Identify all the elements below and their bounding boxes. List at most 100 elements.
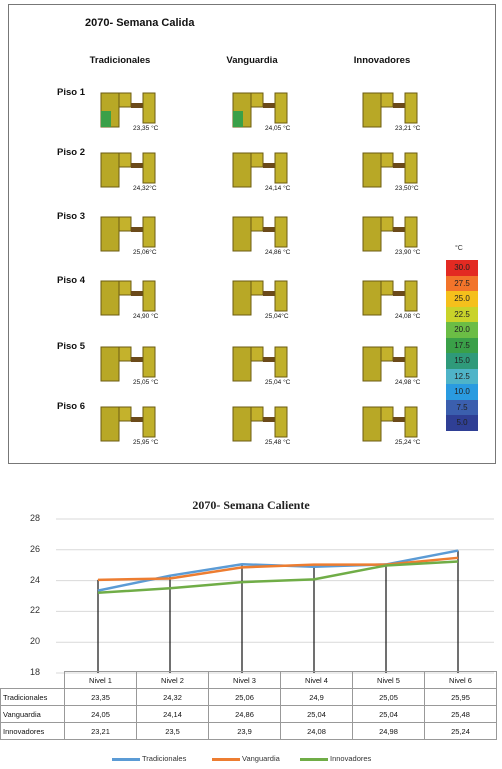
temperature-label: 23,35 °C (133, 125, 159, 132)
series-line-tradicionales (97, 549, 459, 592)
chart-title: 2070- Semana Caliente (192, 498, 310, 512)
colorbar-cell: 22.5 (446, 306, 478, 322)
colorbar-cell: 7.5 (446, 399, 478, 415)
temperature-label: 25,04°C (265, 313, 289, 320)
floor-plan-heatmap (355, 151, 455, 195)
category-label: Nivel 6 (424, 671, 497, 689)
column-header-vanguardia: Vanguardia (226, 55, 278, 66)
floor-plan-heatmap (225, 91, 325, 135)
temperature-label: 23,50°C (395, 185, 419, 192)
temperature-label: 25,06°C (133, 249, 157, 256)
row-header: Tradicionales (0, 688, 65, 706)
row-label: Piso 5 (57, 341, 85, 352)
temperature-label: 24,90 °C (133, 313, 159, 320)
row-header: Vanguardia (0, 705, 65, 723)
legend-swatch (212, 757, 240, 761)
y-tick-label: 24 (30, 574, 41, 585)
temperature-label: 25,48 °C (265, 439, 291, 446)
colorbar-cell: 15.0 (446, 353, 478, 369)
series-line-innovadores (97, 560, 459, 595)
panel-title: 2070- Semana Calida (85, 17, 195, 29)
temperature-label: 25,24 °C (395, 439, 421, 446)
temperature-label: 25,04 °C (265, 379, 291, 386)
data-cell: 24,14 (136, 705, 209, 723)
floor-plan-heatmap (225, 279, 325, 323)
row-label: Piso 1 (57, 87, 85, 98)
y-tick-label: 20 (30, 636, 41, 647)
data-cell: 25,04 (280, 705, 353, 723)
colorbar-cell: 5.0 (446, 415, 478, 431)
data-cell: 25,95 (424, 688, 497, 706)
floor-plan-heatmap (93, 405, 193, 449)
data-cell: 24,05 (64, 705, 137, 723)
legend-item-innovadores: Innovadores (300, 754, 371, 763)
line-chart: 2070- Semana Caliente 28 26 24 22 20 18 Nivel… (0, 492, 502, 769)
temperature-label: 24,08 °C (395, 313, 421, 320)
data-cell: 24,08 (280, 722, 353, 740)
legend-swatch (112, 757, 140, 761)
floor-plan-heatmap (355, 215, 455, 259)
floor-plan-heatmap (355, 405, 455, 449)
table-row: Tradicionales 23,35 24,32 25,06 24,9 25,05 25,… (0, 688, 497, 706)
colorbar-cell: 10.0 (446, 384, 478, 400)
temperature-label: 25,05 °C (133, 379, 159, 386)
floor-plan-heatmap (93, 151, 193, 195)
column-header-tradicionales: Tradicionales (89, 55, 151, 66)
data-cell: 25,24 (424, 722, 497, 740)
legend-item-vanguardia: Vanguardia (212, 754, 280, 763)
floor-plan-heatmap (355, 279, 455, 323)
row-label: Piso 3 (57, 211, 85, 222)
colorbar-cell: 12.5 (446, 368, 478, 384)
row-label: Piso 4 (57, 275, 85, 286)
temperature-label: 25,95 °C (133, 439, 159, 446)
category-label: Nivel 4 (280, 671, 353, 689)
temperature-label: 24,14 °C (265, 185, 291, 192)
colorbar-cell: 30.0 (446, 260, 478, 276)
data-cell: 24,86 (208, 705, 281, 723)
temperature-label: 24,86 °C (265, 249, 291, 256)
floor-plan-heatmap (93, 345, 193, 389)
legend-label: Tradicionales (142, 754, 187, 763)
data-cell: 25,05 (352, 688, 425, 706)
colorbar-unit: °C (455, 245, 463, 252)
y-tick-label: 26 (30, 543, 41, 554)
floor-plan-heatmap (225, 151, 325, 195)
data-cell: 25,06 (208, 688, 281, 706)
data-cell: 23,35 (64, 688, 137, 706)
legend-swatch (300, 757, 328, 761)
temperature-label: 23,90 °C (395, 249, 421, 256)
legend-label: Innovadores (330, 754, 372, 763)
category-label: Nivel 1 (64, 671, 137, 689)
legend-label: Vanguardia (242, 754, 280, 763)
colorbar-cell: 25.0 (446, 291, 478, 307)
row-header: Innovadores (0, 722, 65, 740)
y-tick-label: 28 (30, 513, 41, 523)
floor-plan-heatmap (355, 345, 455, 389)
plot-area (56, 518, 494, 674)
colorbar-cell: 27.5 (446, 275, 478, 291)
table-row: Vanguardia 24,05 24,14 24,86 25,04 25,04 25,48 (0, 705, 497, 723)
data-cell: 23,21 (64, 722, 137, 740)
data-cell: 24,32 (136, 688, 209, 706)
row-label: Piso 2 (57, 147, 85, 158)
heatmap-panel: 2070- Semana Calida Tradicionales Vangua… (8, 4, 496, 464)
colorbar: 30.0 27.5 25.0 22.5 20.0 17.5 15.0 12.5 10.0 7.5 5… (446, 260, 478, 431)
series-line-vanguardia (97, 556, 459, 582)
floor-plan-heatmap (225, 405, 325, 449)
column-header-innovadores: Innovadores (353, 55, 411, 66)
data-cell: 24,9 (280, 688, 353, 706)
data-cell: 24,98 (352, 722, 425, 740)
colorbar-cell: 20.0 (446, 322, 478, 338)
temperature-label: 24,98 °C (395, 379, 421, 386)
floor-plan-heatmap (93, 279, 193, 323)
legend-item-tradicionales: Tradicionales (112, 754, 186, 763)
category-label: Nivel 2 (136, 671, 209, 689)
floor-plan-heatmap (225, 215, 325, 259)
temperature-label: 24,05 °C (265, 125, 291, 132)
y-tick-label: 22 (30, 605, 41, 616)
data-table: Nivel 1 Nivel 2 Nivel 3 Nivel 4 Nivel 5 Nivel… (0, 671, 497, 740)
floor-plan-heatmap (93, 91, 193, 135)
data-cell: 25,04 (352, 705, 425, 723)
table-corner (0, 671, 65, 689)
